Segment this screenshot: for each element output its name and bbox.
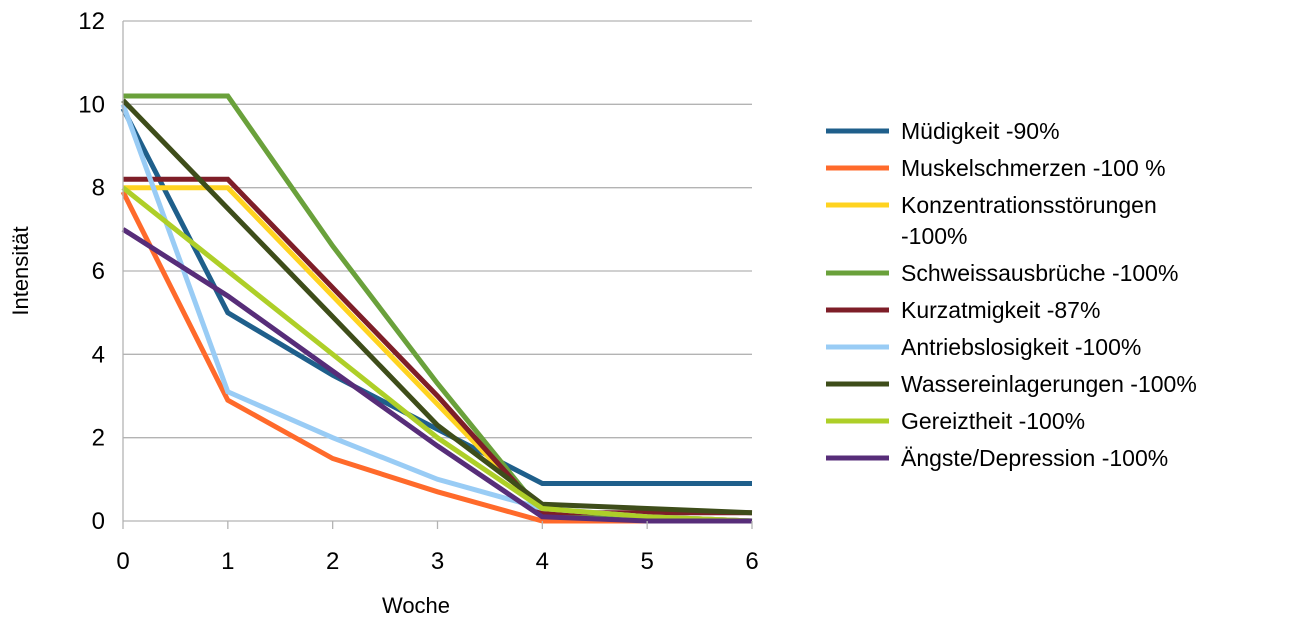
legend-label: Ängste/Depression -100% [901, 445, 1168, 471]
x-tick-label: 4 [536, 548, 549, 575]
series-line-7 [121, 98, 753, 516]
series-line-1 [120, 107, 752, 486]
x-tick-label: 0 [116, 548, 129, 575]
legend-item: Muskelschmerzen -100 % [826, 155, 1166, 181]
series-lines [120, 93, 753, 524]
legend-item: Antriebslosigkeit -100% [826, 334, 1141, 360]
y-axis-title: Intensität [8, 226, 33, 315]
legend-label: Gereiztheit -100% [901, 408, 1085, 434]
legend-item: Konzentrationsstörungen -100% [826, 192, 1157, 249]
axes [122, 21, 753, 529]
x-tick-label: 3 [431, 548, 444, 575]
x-tick-label: 6 [745, 548, 758, 575]
legend-item: Gereiztheit -100% [826, 408, 1085, 434]
legend-item: Wassereinlagerungen -100% [826, 371, 1197, 397]
y-tick-label: 10 [78, 91, 105, 118]
legend-item: Schweissausbrüche -100% [826, 260, 1178, 286]
series-line-6 [120, 103, 753, 524]
y-tick-label: 6 [92, 258, 105, 285]
x-axis-title: Woche [382, 593, 450, 618]
legend-label: Schweissausbrüche -100% [901, 260, 1178, 286]
y-tick-label: 0 [92, 508, 105, 535]
x-tick-labels: 0 1 2 3 4 5 6 [116, 548, 758, 575]
y-tick-label: 8 [92, 175, 105, 202]
legend-label: Konzentrationsstörungen -100% [901, 192, 1157, 249]
legend-label: Antriebslosigkeit -100% [901, 334, 1141, 360]
legend-item: Ängste/Depression -100% [826, 445, 1168, 471]
legend-label: Wassereinlagerungen -100% [901, 371, 1197, 397]
legend-label: Müdigkeit -90% [901, 118, 1060, 144]
x-tick-label: 5 [640, 548, 653, 575]
legend-item: Müdigkeit -90% [826, 118, 1060, 144]
y-tick-label: 12 [78, 8, 105, 35]
y-tick-labels: 0 2 4 6 8 10 12 [78, 8, 105, 535]
series-line-4 [123, 93, 753, 524]
y-tick-label: 2 [92, 425, 105, 452]
x-tick-label: 1 [221, 548, 234, 575]
series-line-5 [123, 176, 752, 516]
legend-label: Kurzatmigkeit -87% [901, 297, 1100, 323]
x-tick-label: 2 [326, 548, 339, 575]
legend-item: Kurzatmigkeit -87% [826, 297, 1100, 323]
legend-label: Muskelschmerzen -100 % [901, 155, 1166, 181]
series-line-8 [121, 185, 753, 524]
legend: Müdigkeit -90% Muskelschmerzen -100 % Konz… [826, 118, 1197, 471]
y-tick-label: 4 [92, 341, 105, 368]
